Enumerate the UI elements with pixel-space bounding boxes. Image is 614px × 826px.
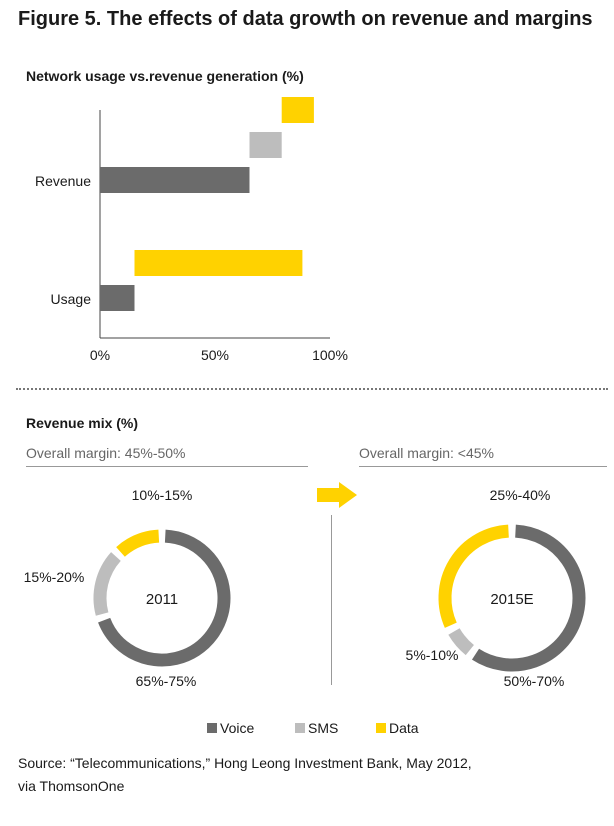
sms-swatch [295,723,305,733]
donut-2011-sms-segment [93,552,121,616]
x-tick-label: 50% [201,347,229,363]
donut-center-label-2011: 2011 [146,591,178,608]
revenue-mix-subtitle: Revenue mix (%) [26,415,139,431]
margin-label-2015: Overall margin: <45% [359,445,495,461]
donut-2015e-sms-segment [448,628,475,656]
x-tick-label: 0% [90,347,110,363]
donut-2011-voice-label: 65%-75% [136,673,197,689]
legend-label-voice: Voice [220,720,255,736]
donut-2011-data-segment [116,529,160,557]
x-tick-label: 100% [312,347,348,363]
bar-usage-voice [100,285,135,311]
bar-revenue-data [281,97,314,123]
margin-rule-2011 [26,466,308,467]
legend-label-sms: SMS [308,720,339,736]
donut-2011-voice-segment [98,529,231,667]
figure-title: Figure 5. The effects of data growth on … [18,8,593,30]
margin-rule-2015 [359,466,607,467]
section-divider [16,388,608,390]
legend-label-data: Data [389,720,419,736]
donut-2011-sms-label: 15%-20% [24,569,85,585]
donut-separator [331,515,332,685]
source-line-2: via ThomsonOne [18,778,125,794]
donut-2011-data-label: 10%-15% [132,487,193,503]
legend-item-voice: Voice [207,720,254,736]
category-label-usage: Usage [51,291,92,307]
bar-revenue-voice [100,167,250,193]
usage-revenue-bar-chart: Revenue Usage 0% 50% 100% [35,97,348,363]
source-line-1: Source: “Telecommunications,” Hong Leong… [18,755,472,771]
category-label-revenue: Revenue [35,173,91,189]
donut-2015e-voice-label: 50%-70% [504,673,565,689]
margin-label-2011: Overall margin: 45%-50% [26,445,186,461]
bar-usage-data [134,250,303,276]
bar-revenue-sms [249,132,282,158]
donut-2015e-sms-label: 5%-10% [406,647,459,663]
voice-swatch [207,723,217,733]
donut-2015e-data-label: 25%-40% [490,487,551,503]
bar-chart-subtitle: Network usage vs.revenue generation (%) [26,68,304,84]
donut-2015e-data-segment [438,524,510,628]
donut-2015e-voice-segment [471,524,586,672]
legend-item-data: Data [376,720,419,736]
legend-item-sms: SMS [295,720,338,736]
right-arrow-icon [317,482,357,508]
data-swatch [376,723,386,733]
donut-center-label-2015e: 2015E [490,591,533,608]
revenue-mix-donut-charts: 65%-75% 15%-20% 10%-15% 2011 50%-70% 5%-10% 25… [24,487,586,689]
